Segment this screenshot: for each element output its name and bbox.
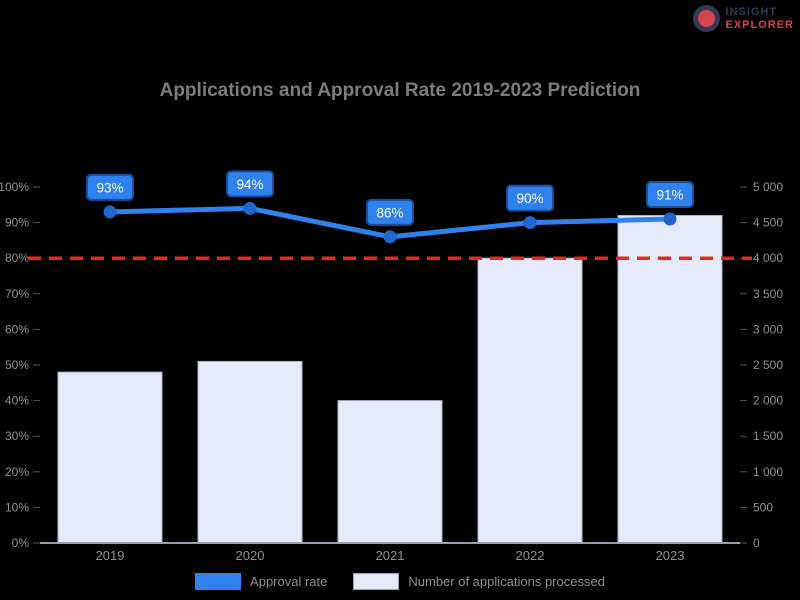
data-point [523,216,537,230]
y-axis-label-right: 4 500 [753,216,783,230]
logo-line1: INSIGHT [725,6,778,19]
y-axis-label-left: 30% [5,429,29,443]
x-axis-label: 2020 [236,548,265,563]
y-axis-label-right: 2 000 [753,394,783,408]
legend-swatch-line [195,572,242,590]
logo-line2: EXPLORER [725,18,794,31]
data-point-label-box [366,198,414,226]
y-axis-label-right: 4 000 [753,251,783,265]
data-point-label-box [506,184,554,212]
logo-circle-icon [693,5,721,32]
bar [477,257,583,544]
legend-item-approval-rate: Approval rate [195,572,328,590]
chart-title: Applications and Approval Rate 2019-2023… [159,80,641,101]
x-axis-label: 2019 [96,548,125,563]
y-axis-label-left: 100% [0,180,29,194]
y-axis-label-right: 2 500 [753,358,783,372]
data-point-label: 93% [96,180,123,195]
x-axis-label: 2021 [376,548,405,563]
y-axis-label-right: 3 500 [753,287,783,301]
y-axis-label-right: 1 000 [753,465,783,479]
y-axis-label-left: 90% [5,216,29,230]
data-point-label-box [86,173,134,201]
y-axis-label-left: 20% [5,465,29,479]
data-point [243,201,257,215]
data-point [103,205,117,219]
y-axis-label-right: 3 000 [753,322,783,336]
legend-swatch-bar [353,572,400,590]
y-axis-label-left: 0% [12,536,30,550]
y-axis-label-left: 10% [5,500,29,514]
bar [57,371,163,544]
data-point-label-box [226,170,274,198]
y-axis-label-left: 40% [5,394,29,408]
legend-item-applications: Number of applications processed [353,572,605,590]
bar [617,214,723,544]
legend-label: Number of applications processed [408,573,605,589]
y-axis-label-left: 80% [5,251,29,265]
logo-wordmark: INSIGHT EXPLORER [725,6,794,30]
y-axis-label-right: 0 [753,536,760,550]
chart-legend: Approval rate Number of applications pro… [0,569,800,593]
y-axis-label-right: 1 500 [753,429,783,443]
data-point-label: 94% [236,177,263,192]
data-point [663,212,677,226]
y-axis-label-left: 50% [5,358,29,372]
bar [337,400,443,544]
data-point [383,230,397,244]
y-axis-label-right: 5 000 [753,180,783,194]
brand-logo: INSIGHT EXPLORER [693,5,794,32]
data-point-label: 86% [376,205,403,220]
x-axis-label: 2023 [656,548,685,563]
y-axis-label-right: 500 [753,500,773,514]
data-point-label-box [646,181,694,209]
legend-label: Approval rate [250,573,328,589]
data-point-label: 90% [516,191,543,206]
y-axis-label-left: 60% [5,322,29,336]
data-point-label: 91% [656,188,683,203]
x-axis-label: 2022 [516,548,545,563]
y-axis-label-left: 70% [5,287,29,301]
bar [197,360,303,544]
